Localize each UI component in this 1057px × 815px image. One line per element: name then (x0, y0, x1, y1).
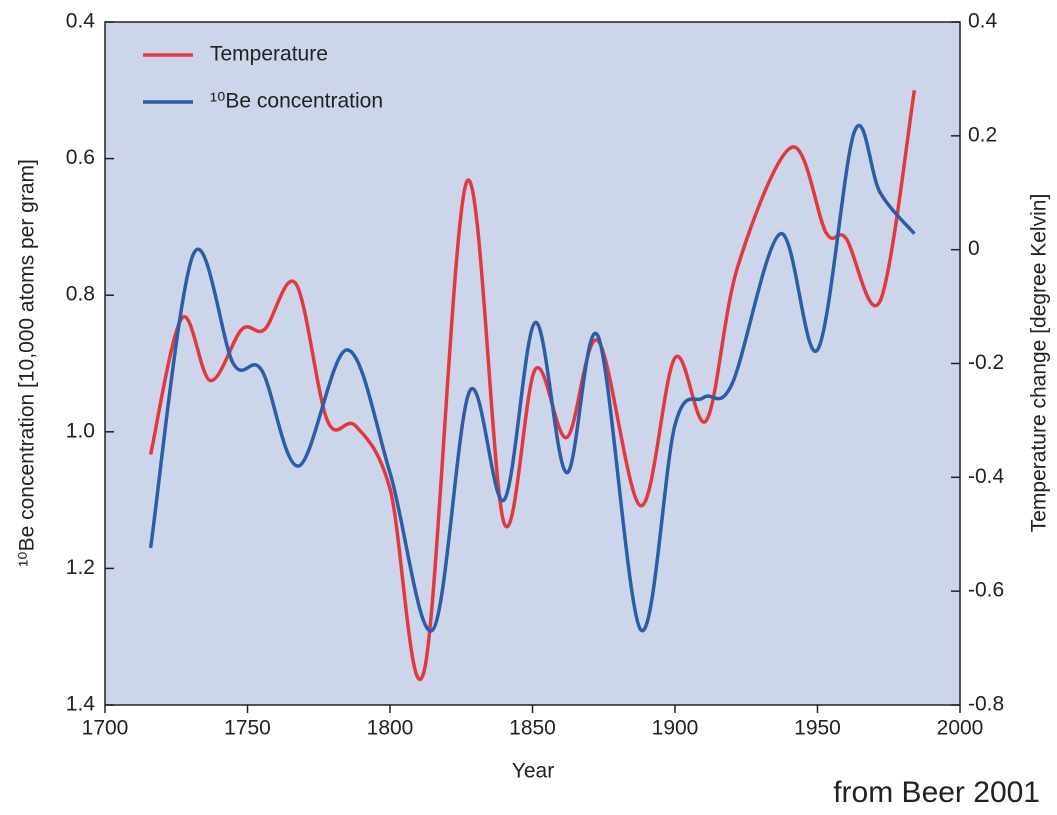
x-tick-label: 1700 (82, 717, 129, 740)
y2-axis-label: Temperature change [degree Kelvin] (1028, 194, 1051, 533)
y2-tick-label: -0.8 (968, 693, 1004, 716)
x-tick-label: 1950 (794, 717, 841, 740)
plot-area (104, 21, 961, 706)
y-tick-label: 1.4 (66, 693, 96, 716)
series-line (148, 90, 917, 682)
y2-tick-label: 0.2 (968, 123, 997, 146)
y2-tick-label: -0.4 (968, 465, 1005, 488)
y2-tick-label: 0.4 (968, 10, 998, 33)
x-tick-label: 1900 (652, 717, 699, 740)
y2-tick-label: 0 (968, 237, 980, 260)
series-line (148, 123, 916, 633)
legend-label: Temperature (210, 43, 328, 66)
y-axis-label: ¹⁰Be concentration [10,000 atoms per gra… (16, 159, 39, 567)
x-tick-label: 1750 (224, 717, 271, 740)
y-tick-label: 1.0 (66, 419, 95, 442)
y2-tick-label: -0.6 (968, 579, 1004, 602)
x-axis-label: Year (512, 760, 554, 783)
x-tick-label: 1850 (509, 717, 556, 740)
y-tick-label: 0.4 (66, 10, 96, 33)
x-tick-label: 2000 (937, 717, 984, 740)
y-tick-label: 0.8 (66, 283, 95, 306)
annotation: from Beer 2001 (833, 776, 1040, 809)
x-tick-label: 1800 (367, 717, 414, 740)
y-tick-label: 0.6 (66, 146, 95, 169)
y-tick-label: 1.2 (66, 556, 95, 579)
legend-label: ¹⁰Be concentration (210, 90, 383, 113)
y2-tick-label: -0.2 (968, 351, 1004, 374)
